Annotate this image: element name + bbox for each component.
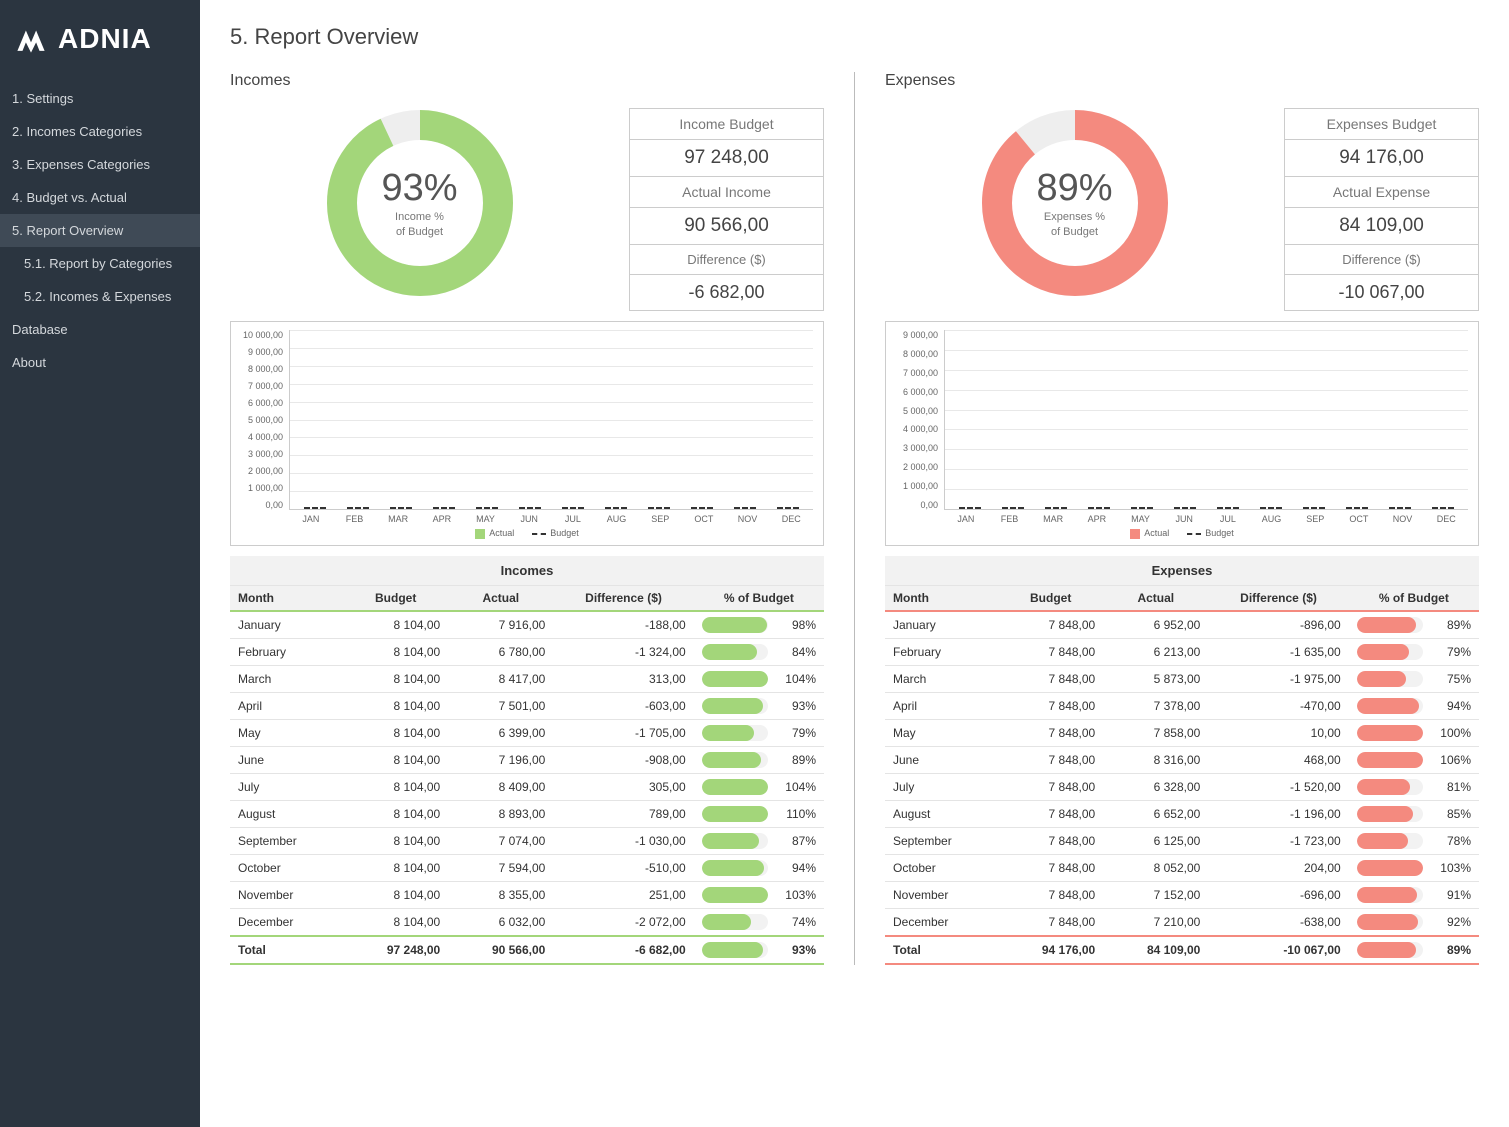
- nav-item[interactable]: About: [0, 346, 200, 379]
- stat-label: Income Budget: [630, 109, 823, 140]
- nav-item[interactable]: Database: [0, 313, 200, 346]
- stat-value: 94 176,00: [1285, 140, 1478, 177]
- table-row: April 7 848,00 7 378,00 -470,00 94%: [885, 692, 1479, 719]
- stat-label: Difference ($): [1285, 245, 1478, 275]
- table-row: November 7 848,00 7 152,00 -696,00 91%: [885, 881, 1479, 908]
- table-row: February 8 104,00 6 780,00 -1 324,00 84%: [230, 638, 824, 665]
- nav-list: 1. Settings2. Incomes Categories3. Expen…: [0, 82, 200, 379]
- sidebar: ADNIA 1. Settings2. Incomes Categories3.…: [0, 0, 200, 1127]
- stat-label: Actual Income: [630, 177, 823, 208]
- nav-item[interactable]: 2. Incomes Categories: [0, 115, 200, 148]
- nav-item[interactable]: 5.2. Incomes & Expenses: [0, 280, 200, 313]
- nav-item[interactable]: 5. Report Overview: [0, 214, 200, 247]
- main-content: 5. Report Overview Incomes 93% Income %o…: [200, 0, 1509, 1127]
- brand-name: ADNIA: [58, 23, 152, 55]
- expenses-donut: 89% Expenses %of Budget: [980, 108, 1170, 298]
- table-row: November 8 104,00 8 355,00 251,00 103%: [230, 881, 824, 908]
- expenses-bar-chart: 9 000,008 000,007 000,006 000,005 000,00…: [885, 321, 1479, 546]
- table-row: September 7 848,00 6 125,00 -1 723,00 78…: [885, 827, 1479, 854]
- table-row: October 8 104,00 7 594,00 -510,00 94%: [230, 854, 824, 881]
- table-total-row: Total 94 176,00 84 109,00 -10 067,00 89%: [885, 936, 1479, 964]
- table-row: May 8 104,00 6 399,00 -1 705,00 79%: [230, 719, 824, 746]
- stat-value: 90 566,00: [630, 208, 823, 245]
- table-row: January 7 848,00 6 952,00 -896,00 89%: [885, 611, 1479, 639]
- section-title: Expenses: [885, 72, 1479, 90]
- table-row: February 7 848,00 6 213,00 -1 635,00 79%: [885, 638, 1479, 665]
- expenses-stats: Expenses Budget 94 176,00 Actual Expense…: [1284, 108, 1479, 311]
- incomes-bar-chart: 10 000,009 000,008 000,007 000,006 000,0…: [230, 321, 824, 546]
- stat-value: 97 248,00: [630, 140, 823, 177]
- stat-value: -6 682,00: [630, 275, 823, 310]
- nav-item[interactable]: 3. Expenses Categories: [0, 148, 200, 181]
- nav-item[interactable]: 5.1. Report by Categories: [0, 247, 200, 280]
- expenses-table: Expenses MonthBudgetActualDifference ($)…: [885, 556, 1479, 965]
- table-row: August 8 104,00 8 893,00 789,00 110%: [230, 800, 824, 827]
- page-title: 5. Report Overview: [230, 24, 1479, 50]
- stat-label: Actual Expense: [1285, 177, 1478, 208]
- donut-label: Expenses %of Budget: [1044, 210, 1105, 239]
- table-row: December 8 104,00 6 032,00 -2 072,00 74%: [230, 908, 824, 936]
- table-row: May 7 848,00 7 858,00 10,00 100%: [885, 719, 1479, 746]
- table-row: March 8 104,00 8 417,00 313,00 104%: [230, 665, 824, 692]
- section-title: Incomes: [230, 72, 824, 90]
- incomes-column: Incomes 93% Income %of Budget Income Bud…: [230, 72, 824, 965]
- table-row: March 7 848,00 5 873,00 -1 975,00 75%: [885, 665, 1479, 692]
- nav-item[interactable]: 4. Budget vs. Actual: [0, 181, 200, 214]
- incomes-stats: Income Budget 97 248,00 Actual Income 90…: [629, 108, 824, 311]
- incomes-table: Incomes MonthBudgetActualDifference ($)%…: [230, 556, 824, 965]
- stat-value: -10 067,00: [1285, 275, 1478, 310]
- table-row: December 7 848,00 7 210,00 -638,00 92%: [885, 908, 1479, 936]
- incomes-donut: 93% Income %of Budget: [325, 108, 515, 298]
- expenses-column: Expenses 89% Expenses %of Budget Expense…: [854, 72, 1479, 965]
- table-row: July 8 104,00 8 409,00 305,00 104%: [230, 773, 824, 800]
- table-row: January 8 104,00 7 916,00 -188,00 98%: [230, 611, 824, 639]
- table-row: April 8 104,00 7 501,00 -603,00 93%: [230, 692, 824, 719]
- donut-percent: 89%: [1036, 167, 1112, 210]
- donut-label: Income %of Budget: [395, 210, 444, 239]
- donut-percent: 93%: [381, 167, 457, 210]
- table-total-row: Total 97 248,00 90 566,00 -6 682,00 93%: [230, 936, 824, 964]
- table-row: June 8 104,00 7 196,00 -908,00 89%: [230, 746, 824, 773]
- table-row: August 7 848,00 6 652,00 -1 196,00 85%: [885, 800, 1479, 827]
- stat-label: Expenses Budget: [1285, 109, 1478, 140]
- logo-icon: [14, 22, 48, 56]
- nav-item[interactable]: 1. Settings: [0, 82, 200, 115]
- stat-value: 84 109,00: [1285, 208, 1478, 245]
- table-row: October 7 848,00 8 052,00 204,00 103%: [885, 854, 1479, 881]
- brand-logo: ADNIA: [0, 0, 200, 82]
- table-row: July 7 848,00 6 328,00 -1 520,00 81%: [885, 773, 1479, 800]
- table-row: June 7 848,00 8 316,00 468,00 106%: [885, 746, 1479, 773]
- stat-label: Difference ($): [630, 245, 823, 275]
- table-row: September 8 104,00 7 074,00 -1 030,00 87…: [230, 827, 824, 854]
